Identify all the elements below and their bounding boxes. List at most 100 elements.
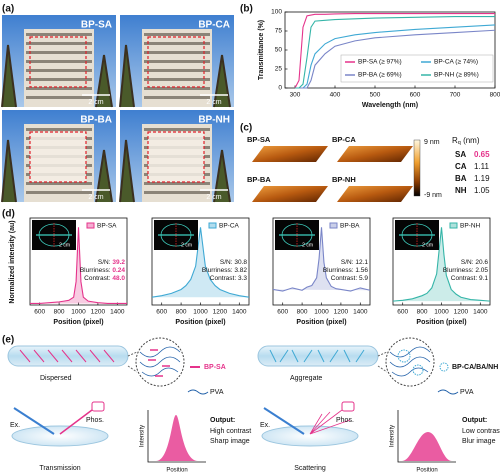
subscript: q: [458, 140, 461, 146]
series-line: [272, 227, 371, 292]
windows: [144, 182, 210, 185]
x-axis-label: Position (pixel): [416, 319, 466, 326]
legend-label: BP-CA (≥ 74%): [434, 59, 478, 66]
panel-letter: (c): [240, 123, 252, 134]
aggregate: [412, 364, 424, 376]
stat-label: S/N:: [461, 259, 475, 266]
windows: [26, 182, 92, 185]
windows: [144, 87, 210, 90]
afm-image: [252, 186, 328, 202]
inset-scale: 2 cm: [59, 242, 70, 248]
material: BP-SA: [204, 364, 226, 371]
ex-label: Ex.: [10, 422, 20, 429]
excitation: [13, 407, 55, 435]
stat: Contrast: 9.1: [451, 275, 489, 282]
x-tick-label: 1400: [232, 309, 247, 316]
axis-label: Intensity: [140, 425, 146, 447]
x-tick-label: 600: [410, 92, 421, 99]
matrix: PVA: [210, 389, 224, 396]
panel-letter: (e): [2, 335, 14, 346]
x-tick-label: 800: [490, 92, 500, 99]
key: [437, 389, 459, 395]
x-tick-label: 1200: [213, 309, 228, 316]
phos-label: Phos.: [336, 417, 354, 424]
schematic-right: [257, 337, 459, 463]
scale-label: 2 cm: [206, 194, 221, 201]
windows: [26, 51, 92, 54]
windows: [26, 87, 92, 90]
x-tick-label: 1400: [110, 309, 125, 316]
afm-label: BP-NH: [332, 175, 356, 184]
x-tick-label: 1000: [314, 309, 329, 316]
photo-label: BP-BA: [80, 115, 112, 126]
arrows: [19, 349, 115, 363]
x-tick-label: 600: [277, 309, 288, 316]
stat-label: Blurriness:: [323, 267, 356, 274]
trees: [1, 139, 113, 203]
stat: Blurriness: 2.05: [443, 267, 489, 274]
legend-label: BP-SA: [97, 223, 117, 230]
row-label: SA: [455, 150, 466, 159]
zoom-lines: [127, 351, 138, 373]
stat: Contrast: 48.0: [84, 275, 125, 282]
sample-area: [29, 131, 87, 183]
output: Output:: [210, 417, 235, 424]
stat-label: Blurriness:: [443, 267, 476, 274]
state: Aggregate: [290, 375, 322, 382]
x-tick-label: 1000: [193, 309, 208, 316]
material: BP-CA/BA/NH: [452, 364, 498, 371]
x-tick-label: 600: [397, 309, 408, 316]
x-tick-label: 1200: [91, 309, 106, 316]
x-tick-label: 300: [290, 92, 301, 99]
stat-value: 30.8: [234, 259, 247, 266]
y-axis-label: Transmittance (%): [258, 20, 265, 80]
x-tick-label: 800: [54, 309, 65, 316]
windows: [26, 33, 92, 36]
x-tick-label: 1400: [353, 309, 368, 316]
emission: [59, 409, 93, 435]
stat-value: 0.24: [112, 267, 125, 274]
stat-label: Blurriness:: [202, 267, 235, 274]
row-value: 1.11: [474, 162, 490, 171]
y-tick-label: 25: [275, 66, 283, 73]
windows: [26, 78, 92, 81]
stat-label: S/N:: [98, 259, 112, 266]
trees: [1, 44, 113, 108]
series-line: [294, 12, 495, 89]
chains: [139, 346, 181, 377]
stat-label: Contrast:: [331, 275, 359, 282]
legend-swatch: [208, 222, 217, 229]
unit: (nm): [461, 136, 480, 145]
stat-label: Contrast:: [210, 275, 238, 282]
mini-axes: [397, 410, 456, 463]
colorbar: [413, 139, 421, 197]
axis-label: Intensity: [390, 425, 396, 447]
afm-label: BP-SA: [247, 135, 271, 144]
panel-letter: (a): [2, 4, 14, 15]
row-value: 0.65: [474, 150, 490, 159]
stat: S/N: 12.1: [341, 259, 368, 266]
x-tick-label: 1400: [473, 309, 488, 316]
chains: [389, 346, 431, 377]
photo-label: BP-NH: [198, 115, 230, 126]
afm-label: BP-BA: [247, 175, 271, 184]
stat-label: S/N:: [341, 259, 355, 266]
legend-swatch: [329, 222, 338, 229]
state: Dispersed: [40, 375, 72, 382]
row-label: NH: [455, 186, 467, 195]
afm-label: BP-CA: [332, 135, 356, 144]
stat-value: 39.2: [112, 259, 125, 266]
x-tick-label: 1200: [334, 309, 349, 316]
stat-value: 1.56: [355, 267, 368, 274]
excitation: [263, 407, 305, 435]
stat-value: 9.1: [479, 275, 488, 282]
colorbar-label: -9 nm: [424, 192, 442, 199]
series-line: [295, 16, 495, 89]
legend-label: BP-NH (≥ 89%): [434, 72, 479, 79]
sample-area: [147, 131, 205, 183]
stat: Contrast: 3.3: [210, 275, 248, 282]
legend-frame: [340, 54, 494, 83]
legend-label: BP-NH: [460, 223, 481, 230]
key: [187, 389, 209, 395]
